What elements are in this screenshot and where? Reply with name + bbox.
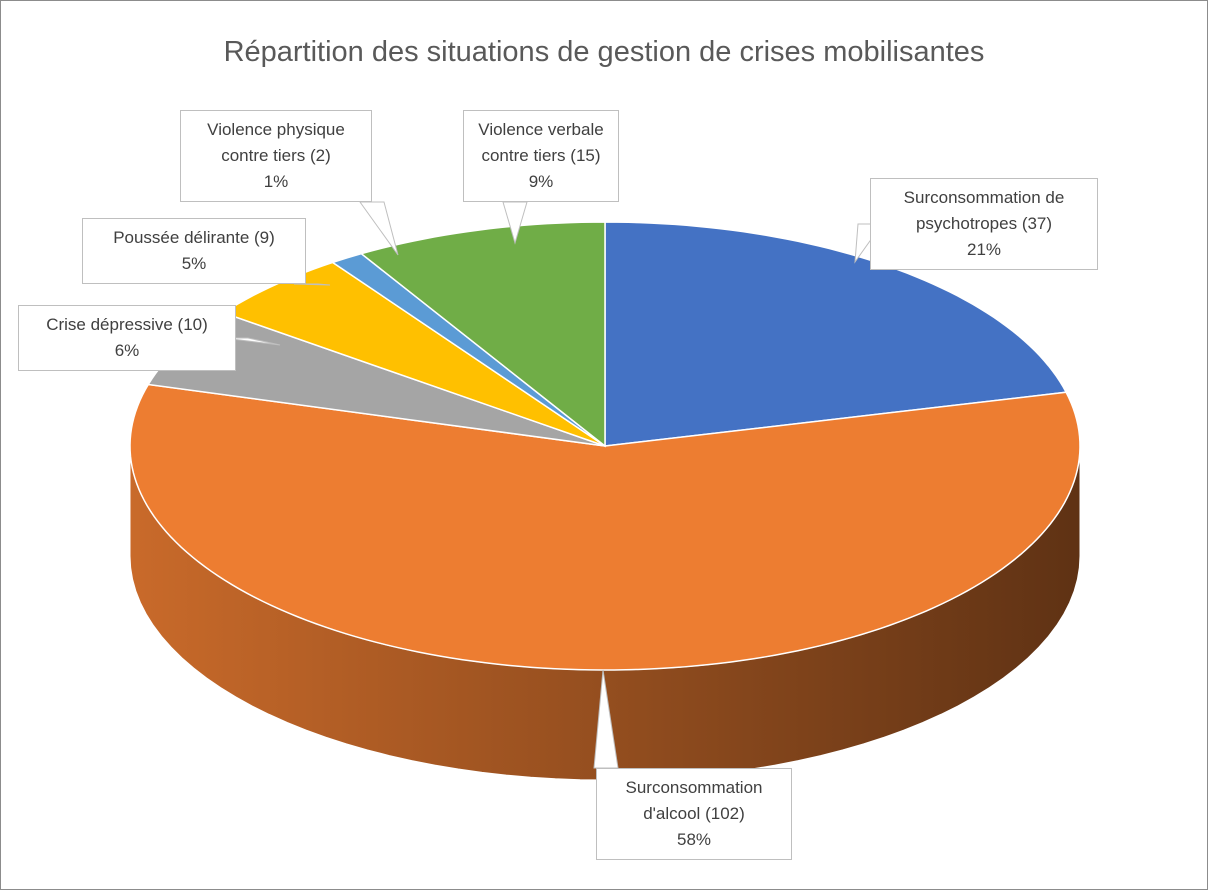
data-label: Poussée délirante (9) 5%	[82, 218, 306, 284]
data-label: Violence verbale contre tiers (15) 9%	[463, 110, 619, 202]
chart-title: Répartition des situations de gestion de…	[223, 36, 985, 68]
label-category: Violence physique contre tiers	[207, 120, 345, 165]
label-value: (10)	[177, 315, 208, 334]
label-percent: 9%	[528, 172, 554, 191]
data-label: Violence physique contre tiers (2) 1%	[180, 110, 372, 202]
label-percent: 6%	[114, 341, 140, 360]
label-category: Surconsommation d'alcool	[625, 778, 763, 823]
label-value: (9)	[254, 228, 275, 247]
label-category: Violence verbale contre tiers	[478, 120, 604, 165]
label-percent: 21%	[966, 240, 1002, 259]
label-category: Crise dépressive	[46, 315, 173, 334]
label-value: (2)	[310, 146, 331, 165]
label-category: Surconsommation de psychotropes	[903, 188, 1065, 233]
label-value: (102)	[705, 804, 745, 823]
slice	[129, 383, 1081, 671]
label-percent: 1%	[263, 172, 289, 191]
data-label: Surconsommation de psychotropes (37) 21%	[870, 178, 1098, 270]
label-callout	[359, 201, 399, 256]
label-value: (37)	[1021, 214, 1053, 233]
label-percent: 5%	[181, 254, 207, 273]
data-label: Crise dépressive (10) 6%	[18, 305, 236, 371]
label-category: Poussée délirante	[113, 228, 250, 247]
label-callout	[502, 201, 528, 245]
label-percent: 58%	[676, 830, 712, 849]
label-callout	[223, 337, 281, 346]
label-value: (15)	[570, 146, 601, 165]
label-callout	[293, 283, 331, 286]
data-label: Surconsommation d'alcool (102) 58%	[596, 768, 792, 860]
